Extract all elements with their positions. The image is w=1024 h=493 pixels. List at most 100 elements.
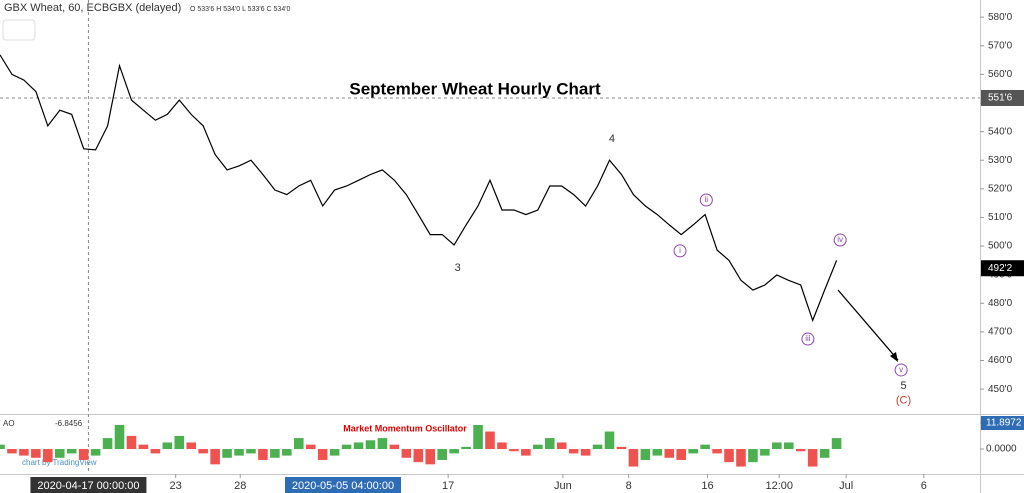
osc-bar (628, 449, 639, 467)
osc-bar (784, 442, 794, 450)
osc-bar (580, 449, 591, 456)
osc-bar (19, 449, 29, 456)
osc-bar (150, 449, 161, 454)
osc-bar (186, 442, 196, 450)
osc-bar (90, 449, 101, 456)
wave-circle (833, 233, 847, 247)
osc-bar (210, 449, 220, 465)
osc-bar (138, 444, 149, 450)
osc-bar (353, 442, 364, 450)
osc-tick-label: 0.0000 (986, 444, 1017, 455)
osc-bar (772, 442, 782, 450)
y-tick-label: 470'0 (988, 327, 1013, 338)
osc-bar (54, 449, 65, 458)
wave-label: (C) (896, 395, 911, 407)
osc-bar (807, 449, 818, 467)
wave-label: i (679, 246, 681, 255)
osc-bar (294, 438, 304, 450)
x-tick-label: 12:00 (765, 480, 793, 492)
osc-bar (640, 449, 651, 460)
osc-bar (365, 440, 376, 450)
osc-bar (736, 449, 746, 467)
wave-circle (699, 193, 713, 207)
osc-bar (712, 449, 722, 454)
crosshair-y-bg (981, 89, 1024, 106)
osc-bar (282, 449, 292, 456)
x-tick-label: 23 (170, 480, 182, 492)
osc-bar (604, 431, 615, 450)
osc-bar (66, 449, 77, 454)
osc-bar (819, 449, 830, 458)
osc-bar (437, 449, 447, 460)
wave-label: iv (837, 235, 843, 244)
osc-bar (329, 449, 340, 456)
osc-bar (258, 449, 268, 460)
crosshair-y-label: 551'6 (988, 93, 1013, 104)
x-tick-label: 28 (234, 480, 246, 492)
osc-bar (174, 435, 185, 450)
ohlc: O 533'6 H 534'0 L 533'6 C 534'0 (190, 6, 291, 13)
crosshair-x-label: 2020-05-05 04:00:00 (292, 480, 394, 492)
osc-bar (449, 449, 459, 454)
osc-bar (724, 449, 734, 463)
wave-label: v (899, 365, 903, 374)
osc-bar (473, 424, 483, 450)
osc-bar (31, 449, 41, 458)
osc-bar (497, 442, 507, 450)
symbol-info: GBX Wheat, 60, ECBGBX (delayed) (4, 2, 181, 14)
osc-bar (425, 449, 436, 465)
y-tick-label: 450'0 (988, 384, 1013, 395)
wave-circle (894, 363, 908, 377)
osc-name: AO (3, 419, 15, 428)
osc-bar (246, 449, 256, 454)
wave-label: 3 (455, 262, 461, 274)
osc-bar (305, 444, 316, 450)
osc-bar (748, 449, 758, 463)
osc-bar (544, 438, 555, 450)
x-tick-label: 17 (442, 480, 454, 492)
x-tick-label: 8 (626, 480, 632, 492)
osc-bar (234, 449, 244, 456)
osc-bar (760, 449, 770, 456)
osc-bar (270, 449, 280, 458)
osc-bar (616, 446, 627, 450)
osc-bar (377, 438, 388, 450)
chart-title: September Wheat Hourly Chart (349, 79, 601, 98)
wave-label: iii (805, 334, 811, 343)
osc-bar (222, 449, 232, 458)
x-tick-label: 16 (701, 480, 713, 492)
y-tick-label: 520'0 (988, 183, 1013, 194)
arrow-head (890, 352, 898, 362)
last-price-label: 492'2 (988, 263, 1013, 274)
osc-bar (556, 442, 567, 450)
osc-bar (509, 449, 519, 452)
price-line (0, 54, 838, 323)
osc-bar (43, 449, 53, 463)
osc-bar (664, 449, 675, 458)
osc-bar (652, 449, 663, 456)
wave-label: ii (705, 195, 709, 204)
osc-bar (461, 446, 471, 450)
crosshair-x-bg (285, 477, 401, 493)
osc-bar (198, 449, 208, 454)
osc-bar (795, 449, 806, 452)
watermark: chart by TradingView (22, 458, 97, 467)
osc-bar (317, 449, 328, 460)
toolbar-button[interactable] (2, 19, 36, 41)
osc-bar (162, 442, 173, 450)
y-tick-label: 460'0 (988, 355, 1013, 366)
crosshair-x-label: 2020-04-17 00:00:00 (37, 480, 139, 492)
osc-bar (341, 444, 352, 450)
crosshair-x-bg (30, 477, 147, 493)
osc-bar (533, 444, 543, 450)
osc-bar (389, 444, 400, 450)
osc-bar (413, 449, 424, 463)
y-tick-label: 570'0 (988, 40, 1013, 51)
osc-tick-label: 11.8972 (986, 418, 1022, 429)
wave-circle (801, 332, 815, 346)
x-tick-label: Jul (839, 480, 853, 492)
x-tick-label: 6 (921, 480, 927, 492)
wave-circle (673, 244, 687, 258)
osc-bar (102, 438, 113, 450)
